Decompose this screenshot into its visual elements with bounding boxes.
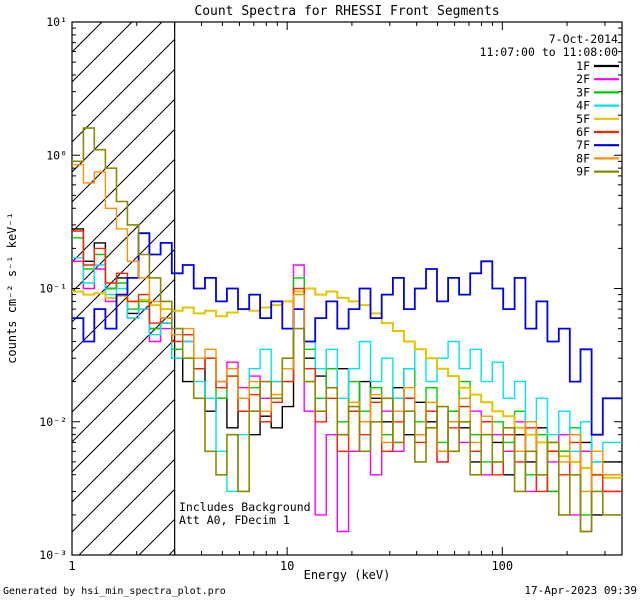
spectrum-curve-1F: [72, 228, 622, 516]
spectrum-curve-6F: [72, 230, 622, 533]
y-tick-label: 10⁻²: [39, 415, 67, 429]
legend-label-5F: 5F: [576, 112, 590, 126]
x-tick-label: 100: [491, 559, 513, 573]
spectrum-curve-5F: [72, 287, 622, 479]
hatch-line: [72, 68, 175, 173]
y-tick-label: 10⁻³: [39, 548, 67, 562]
x-axis-label: Energy (keV): [304, 568, 391, 582]
spectrum-curve-2F: [72, 260, 622, 533]
legend-entry-8F: 8F: [576, 151, 619, 165]
hatch-line: [72, 98, 175, 203]
legend-entry-6F: 6F: [576, 125, 619, 139]
hatch-line: [72, 22, 163, 113]
hatch-line: [72, 38, 175, 143]
hatch-line: [72, 248, 175, 353]
legend-label-8F: 8F: [576, 151, 590, 165]
hatch-line: [72, 398, 175, 503]
axes: 1 10 100 10¹ 10⁰ 10⁻¹ 10⁻² 10⁻³: [39, 15, 623, 573]
legend-label-3F: 3F: [576, 85, 590, 99]
legend-entry-5F: 5F: [576, 112, 619, 126]
spectrum-curve-3F: [72, 237, 622, 516]
annotation-attenuator: Att A0, FDecim 1: [179, 513, 290, 527]
legend-label-1F: 1F: [576, 59, 590, 73]
footer-credit: Generated by hsi_min_spectra_plot.pro: [3, 586, 226, 597]
spectrum-curve-4F: [72, 257, 622, 493]
spectrum-curve-9F: [72, 127, 622, 533]
legend-label-2F: 2F: [576, 72, 590, 86]
plot-title: Count Spectra for RHESSI Front Segments: [194, 4, 499, 19]
legend-entry-1F: 1F: [576, 59, 619, 73]
legend-entry-2F: 2F: [576, 72, 619, 86]
x-tick-label: 1: [68, 559, 75, 573]
hatch-line: [72, 428, 175, 533]
hatch-line: [72, 368, 175, 473]
legend-label-6F: 6F: [576, 125, 590, 139]
y-tick-label: 10⁻¹: [39, 282, 67, 296]
spectrum-curve-7F: [72, 232, 622, 436]
hatch-line: [78, 458, 175, 555]
legend-label-4F: 4F: [576, 99, 590, 113]
footer-timestamp: 17-Apr-2023 09:39: [524, 584, 637, 597]
annotation-includes-background: Includes Background: [179, 500, 311, 514]
observation-date: 7-Oct-2014: [549, 32, 618, 46]
observation-time-range: 11:07:00 to 11:08:00: [480, 45, 619, 59]
series-curves: [72, 127, 622, 533]
legend-entry-9F: 9F: [576, 165, 619, 179]
legend-entry-7F: 7F: [576, 138, 619, 152]
hatch-line: [72, 278, 175, 383]
legend-label-7F: 7F: [576, 138, 590, 152]
x-tick-label: 10: [280, 559, 294, 573]
y-axis-label: counts cm⁻² s⁻¹ keV⁻¹: [5, 212, 19, 364]
y-tick-label: 10⁰: [46, 148, 67, 162]
legend-entry-4F: 4F: [576, 99, 619, 113]
legend-label-9F: 9F: [576, 165, 590, 179]
legend-entry-3F: 3F: [576, 85, 619, 99]
y-tick-label: 10¹: [46, 15, 67, 29]
